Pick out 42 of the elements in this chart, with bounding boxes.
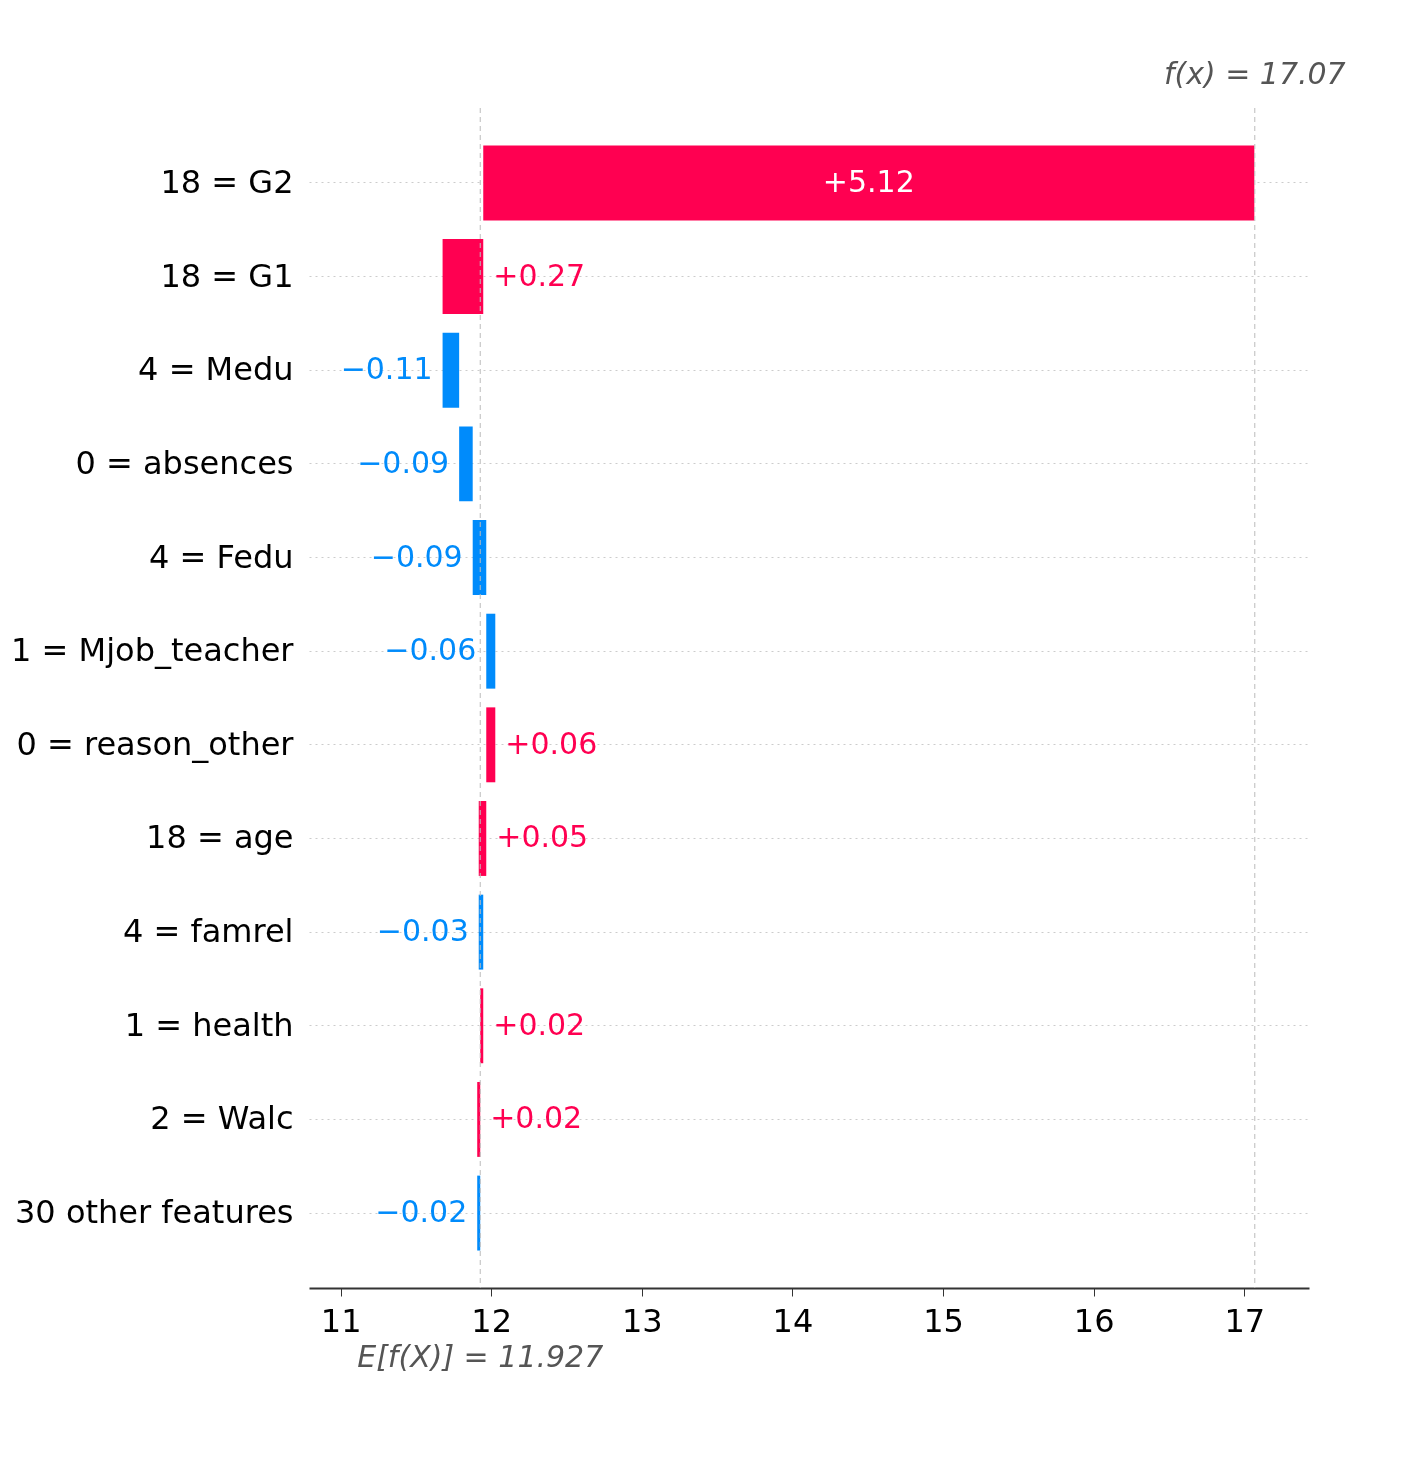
data-label: −0.09	[357, 444, 450, 480]
bar	[477, 1175, 481, 1251]
data-label: +5.12	[822, 163, 915, 199]
data-label: −0.09	[370, 538, 463, 574]
data-label: +0.02	[490, 1100, 583, 1136]
bar	[472, 520, 487, 595]
bar	[477, 1081, 481, 1157]
y-tick-label: 0 = reason_other	[16, 724, 295, 763]
data-label: +0.06	[505, 725, 598, 761]
data-label: −0.03	[376, 913, 469, 949]
bar	[459, 426, 473, 502]
x-tick-label: 15	[923, 1301, 964, 1340]
y-tick-label: 4 = Fedu	[149, 537, 294, 576]
x-tick-label: 16	[1073, 1301, 1115, 1340]
data-label: +0.02	[493, 1006, 586, 1042]
y-tick-label: 18 = G2	[160, 162, 294, 201]
data-label: −0.11	[340, 351, 433, 387]
bar	[483, 145, 1255, 221]
bar	[486, 613, 496, 689]
data-label: +0.27	[493, 257, 586, 293]
y-tick-label: 1 = Mjob_teacher	[11, 631, 295, 670]
x-tick-label: 14	[772, 1301, 814, 1340]
y-tick-label: 4 = Medu	[138, 350, 294, 389]
y-tick-label: 30 other features	[14, 1193, 294, 1232]
bar	[442, 332, 460, 408]
x-tick-label: 12	[471, 1301, 513, 1340]
x-tick-label: 13	[621, 1301, 663, 1340]
ref-line-label: f(x) = 17.07	[1163, 56, 1346, 91]
x-tick-label: 11	[320, 1301, 362, 1340]
data-label: +0.05	[496, 819, 589, 855]
x-tick-label: 17	[1224, 1301, 1266, 1340]
y-tick-label: 4 = famrel	[122, 912, 294, 951]
y-tick-label: 18 = G1	[160, 256, 294, 295]
ref-line-label: E[f(X)] = 11.927	[357, 1339, 604, 1374]
y-tick-label: 2 = Walc	[150, 1099, 294, 1138]
y-tick-label: 0 = absences	[75, 443, 294, 482]
y-tick-label: 1 = health	[124, 1005, 294, 1044]
bar	[442, 239, 484, 315]
bar	[486, 707, 496, 783]
data-label: −0.02	[375, 1194, 468, 1230]
data-label: −0.06	[384, 632, 477, 668]
y-tick-label: 18 = age	[146, 818, 294, 857]
